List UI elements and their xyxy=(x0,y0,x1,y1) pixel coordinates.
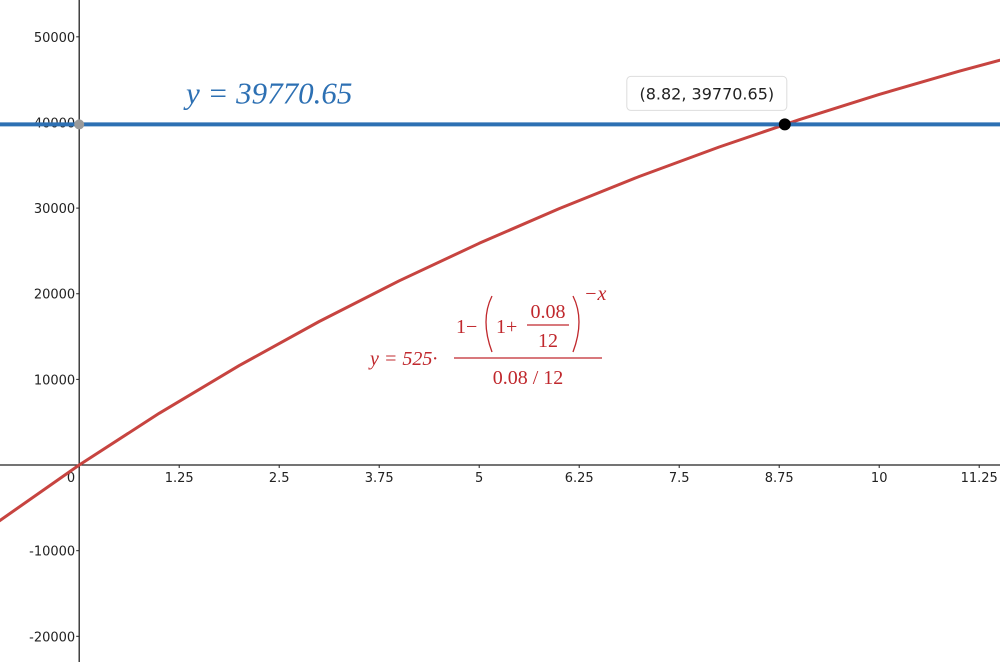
x-tick-label: 11.25 xyxy=(961,471,998,486)
paren xyxy=(572,295,580,353)
point xyxy=(74,119,85,130)
plot-area xyxy=(0,58,1000,523)
x-tick-label: 10 xyxy=(871,471,888,486)
equation-inner-numerator: 0.08 xyxy=(531,301,566,323)
line-label: y = 39770.65 xyxy=(183,75,352,110)
x-tick-label: 3.75 xyxy=(365,471,394,486)
equation-exponent: −x xyxy=(584,283,606,305)
point-label-box xyxy=(626,75,788,111)
equation-denominator: 0.08 / 12 xyxy=(493,367,564,389)
equation-lhs: y = 525· xyxy=(368,348,437,370)
equation-inner: 1+ xyxy=(496,316,517,338)
x-tick-label: 6.25 xyxy=(565,471,594,486)
x-tick-label: 5 xyxy=(475,471,483,486)
x-tick-label: 1.25 xyxy=(165,471,194,486)
x-tick-label: 8.75 xyxy=(765,471,794,486)
y-tick-label: 30000 xyxy=(34,202,75,217)
y-tick-label: 50000 xyxy=(34,31,75,46)
y-tick-label: 10000 xyxy=(34,373,75,388)
x-tick-label: 7.5 xyxy=(669,471,690,486)
equation-inner-denominator: 12 xyxy=(538,330,558,352)
y-tick-label: 20000 xyxy=(34,288,75,303)
equation-numerator-left: 1− xyxy=(456,316,477,338)
y-tick-label: -20000 xyxy=(29,630,75,645)
equation: y = 525· 1− 1+ 0.08 12 −x 0.08 / 12 xyxy=(368,283,606,389)
paren xyxy=(485,295,493,353)
x-tick-label: 2.5 xyxy=(269,471,290,486)
point-label: (8.82, 39770.65) xyxy=(639,84,774,103)
point xyxy=(778,118,791,131)
x-tick-label: 0 xyxy=(67,471,75,486)
y-tick-label: -10000 xyxy=(29,545,75,560)
curve xyxy=(0,58,1000,523)
